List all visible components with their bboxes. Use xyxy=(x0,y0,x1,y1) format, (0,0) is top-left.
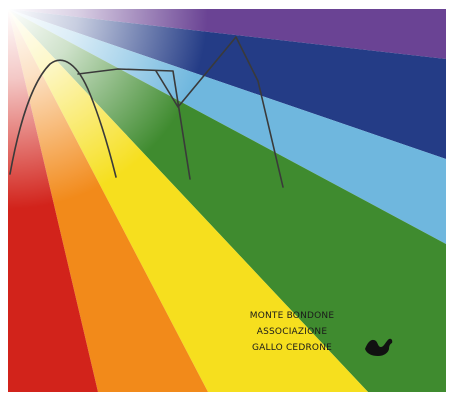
caption-line: ASSOCIAZIONE xyxy=(256,327,328,337)
rainbow-rays xyxy=(8,9,446,392)
capercaillie-logo-icon xyxy=(365,338,393,356)
caption-line: GALLO CEDRONE xyxy=(251,343,333,353)
poster-artwork xyxy=(8,9,446,392)
mountain-line-drawing xyxy=(9,36,284,188)
caption-line: MONTE BONDONE xyxy=(249,311,335,321)
association-caption: MONTE BONDONE ASSOCIAZIONE GALLO CEDRONE xyxy=(232,308,352,356)
